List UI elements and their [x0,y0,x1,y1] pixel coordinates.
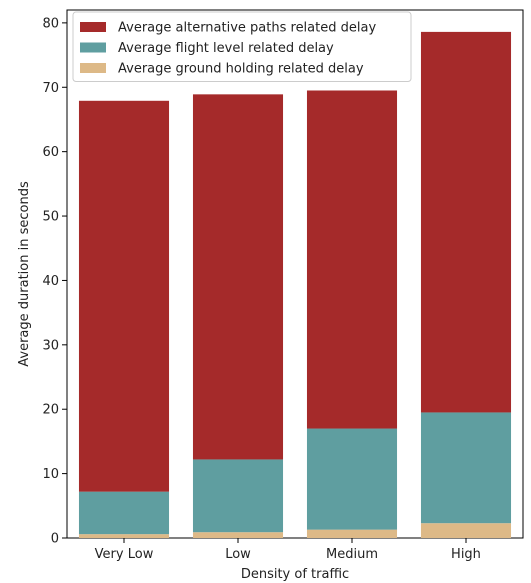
x-tick-label-4: High [451,547,481,562]
x-axis-label: Density of traffic [241,567,349,582]
bars-group [78,31,512,538]
plot-area [66,9,524,539]
bar-segment-1-3 [306,529,398,538]
bar-segment-2-3 [306,428,398,530]
bar-segment-3-2 [192,94,284,460]
y-tick-label-10: 10 [42,467,59,482]
x-axis: Very Low Low Medium High [95,538,481,562]
legend-swatch-1 [80,22,106,32]
bar-segment-3-1 [78,100,170,492]
x-tick-label-3: Medium [326,547,378,562]
x-tick-label-1: Very Low [95,547,154,562]
bar-segment-2-1 [78,491,170,535]
y-tick-label-80: 80 [42,16,59,31]
y-tick-label-50: 50 [42,210,59,225]
bar-segment-2-4 [420,412,512,524]
legend-label-1: Average alternative paths related delay [118,21,376,36]
y-axis-label: Average duration in seconds [17,181,32,367]
y-tick-label-30: 30 [42,338,59,353]
y-axis: 0 10 20 30 40 50 60 70 80 [42,16,67,547]
bar-segment-3-3 [306,90,398,429]
legend-swatch-2 [80,42,106,53]
x-tick-label-2: Low [225,547,251,562]
legend-label-2: Average flight level related delay [118,41,334,56]
y-tick-label-0: 0 [51,532,59,547]
bar-segment-3-4 [420,31,512,413]
legend-label-3: Average ground holding related delay [118,62,364,77]
y-tick-label-70: 70 [42,81,59,96]
bar-segment-2-2 [192,459,284,533]
bar-segment-1-4 [420,523,512,538]
y-tick-label-20: 20 [42,403,59,418]
y-tick-label-40: 40 [42,274,59,289]
legend: Average alternative paths related delay A… [72,11,412,82]
bar-segment-1-1 [78,534,170,538]
y-tick-label-60: 60 [42,145,59,160]
legend-swatch-3 [80,63,106,73]
bar-segment-1-2 [192,532,284,538]
legend-box [72,11,412,82]
